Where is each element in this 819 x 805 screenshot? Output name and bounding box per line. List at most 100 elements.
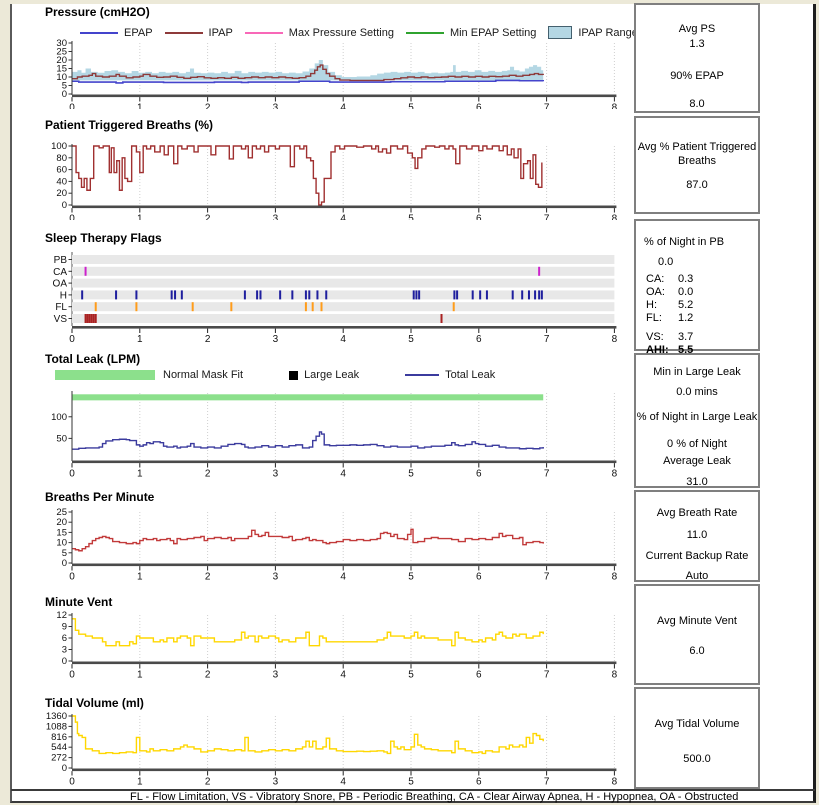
total-leak-chart-title: Total Leak (LPM): [45, 352, 141, 366]
svg-text:4: 4: [340, 103, 346, 110]
leak-plot: 50 100 0 1 2 3 4 5 6 7 8: [51, 391, 618, 480]
svg-text:3: 3: [273, 670, 279, 681]
flag-event-tick: [291, 290, 294, 300]
flag-row-label: OA: [53, 279, 68, 290]
svg-text:0: 0: [69, 214, 75, 221]
EPAP-line: [72, 79, 545, 84]
patient-triggered-breaths-chart-title: Patient Triggered Breaths (%): [45, 118, 214, 132]
flag-row-label: CA: [53, 267, 67, 278]
svg-text:5: 5: [62, 548, 67, 559]
flag-event-tick: [86, 314, 89, 323]
stat-row: 0 % of Night: [667, 438, 727, 450]
flag-event-tick: [90, 314, 93, 323]
svg-text:1: 1: [137, 334, 143, 343]
flag-event-tick: [521, 290, 524, 300]
flag-event-tick: [527, 290, 530, 300]
Tidal Volume-line: [72, 715, 544, 755]
ipap-range-band: [72, 60, 544, 81]
minute-vent-chart: 0 3 6 9 12 0 1 2 3 4 5 6 7 8: [35, 610, 625, 687]
flag-event-tick: [84, 266, 87, 276]
stat-label: FL:: [646, 312, 662, 324]
stat-row: Current Backup Rate: [645, 550, 749, 562]
svg-text:0: 0: [69, 469, 75, 480]
stat-label: H:: [646, 299, 657, 311]
flag-event-tick: [180, 290, 183, 300]
stat-row: OA: 0.0: [644, 286, 754, 299]
svg-text:3: 3: [273, 214, 279, 221]
flag-event-tick: [453, 290, 456, 300]
tidal-volume-chart-title: Tidal Volume (ml): [45, 696, 144, 710]
legend-label: Large Leak: [304, 369, 360, 381]
pressure-chart-title: Pressure (cmH2O): [45, 5, 150, 19]
legend-label: IPAP Range: [578, 26, 638, 39]
legend-swatch: [164, 31, 203, 34]
flag-event-tick: [308, 290, 311, 300]
stat-box-avg-minute-vent: Avg Minute Vent 6.0: [634, 584, 760, 685]
svg-text:25: 25: [56, 47, 67, 58]
legend-swatch: [405, 374, 440, 376]
legend-swatch: [548, 26, 573, 39]
svg-text:0: 0: [69, 572, 75, 583]
svg-text:25: 25: [56, 508, 67, 518]
flag-event-tick: [538, 266, 541, 276]
svg-text:100: 100: [51, 141, 67, 152]
total-leak-legend: Normal Mask Fit Large Leak Total Leak: [55, 369, 541, 381]
svg-text:20: 20: [56, 517, 67, 528]
svg-text:8: 8: [612, 334, 618, 343]
svg-text:6: 6: [476, 670, 482, 681]
svg-text:60: 60: [56, 165, 67, 176]
svg-text:9: 9: [62, 622, 67, 633]
svg-text:3: 3: [62, 645, 67, 656]
svg-text:6: 6: [476, 777, 482, 788]
flag-event-tick: [230, 302, 233, 312]
stat-row: 11.0: [686, 529, 708, 541]
legend-item-min-epap-setting: Min EPAP Setting: [405, 27, 536, 39]
Minute Vent-line: [72, 618, 544, 647]
flag-event-tick: [243, 290, 246, 300]
svg-text:50: 50: [56, 433, 67, 444]
flag-event-tick: [94, 302, 97, 312]
stat-row: FL: 1.2: [644, 312, 754, 325]
stat-row: 0.0: [658, 256, 674, 268]
stat-row: Avg Tidal Volume: [654, 718, 740, 730]
IPAP-line: [72, 64, 544, 82]
Total Leak-line: [72, 431, 544, 450]
stat-box-breath-rate: Avg Breath Rate 11.0 Current Backup Rate Au…: [634, 490, 760, 582]
svg-text:30: 30: [56, 39, 67, 49]
svg-text:100: 100: [51, 412, 67, 423]
stat-box-avg-ps: Avg PS 1.3 90% EPAP 8.0: [634, 3, 760, 113]
flag-event-tick: [88, 314, 91, 323]
legend-swatch: [289, 370, 299, 380]
flag-event-tick: [84, 314, 87, 323]
stat-row: Auto: [685, 570, 709, 582]
svg-text:4: 4: [340, 334, 346, 343]
svg-text:6: 6: [476, 214, 482, 221]
svg-text:15: 15: [56, 64, 67, 75]
svg-text:12: 12: [56, 610, 67, 621]
stat-row: 0.0 mins: [676, 386, 718, 398]
stat-row: 31.0: [686, 476, 708, 488]
svg-text:0: 0: [69, 777, 75, 788]
flag-event-tick: [418, 290, 421, 300]
svg-text:2: 2: [205, 777, 211, 788]
flag-row-label: H: [60, 290, 67, 301]
stat-row: 500.0: [683, 753, 711, 765]
flag-event-tick: [440, 314, 443, 323]
stat-label: CA:: [646, 273, 665, 285]
svg-text:544: 544: [51, 742, 67, 753]
stat-row: Avg Minute Vent: [657, 615, 737, 627]
svg-text:0: 0: [69, 103, 75, 110]
flag-row-band: [72, 278, 615, 288]
legend-item-large-leak: Large Leak: [289, 369, 359, 381]
stat-row: % of Night in PB: [644, 236, 725, 248]
svg-text:6: 6: [476, 103, 482, 110]
svg-text:4: 4: [340, 214, 346, 221]
svg-text:7: 7: [544, 103, 550, 110]
sleep-therapy-flags-chart-title: Sleep Therapy Flags: [45, 231, 162, 245]
legend-item-ipap-range: IPAP Range: [548, 26, 638, 39]
flag-event-tick: [540, 290, 543, 300]
tidal-volume-chart: 0 272 544 816 1088 1360 0 1 2 3 4 5 6 7 8: [35, 711, 625, 794]
